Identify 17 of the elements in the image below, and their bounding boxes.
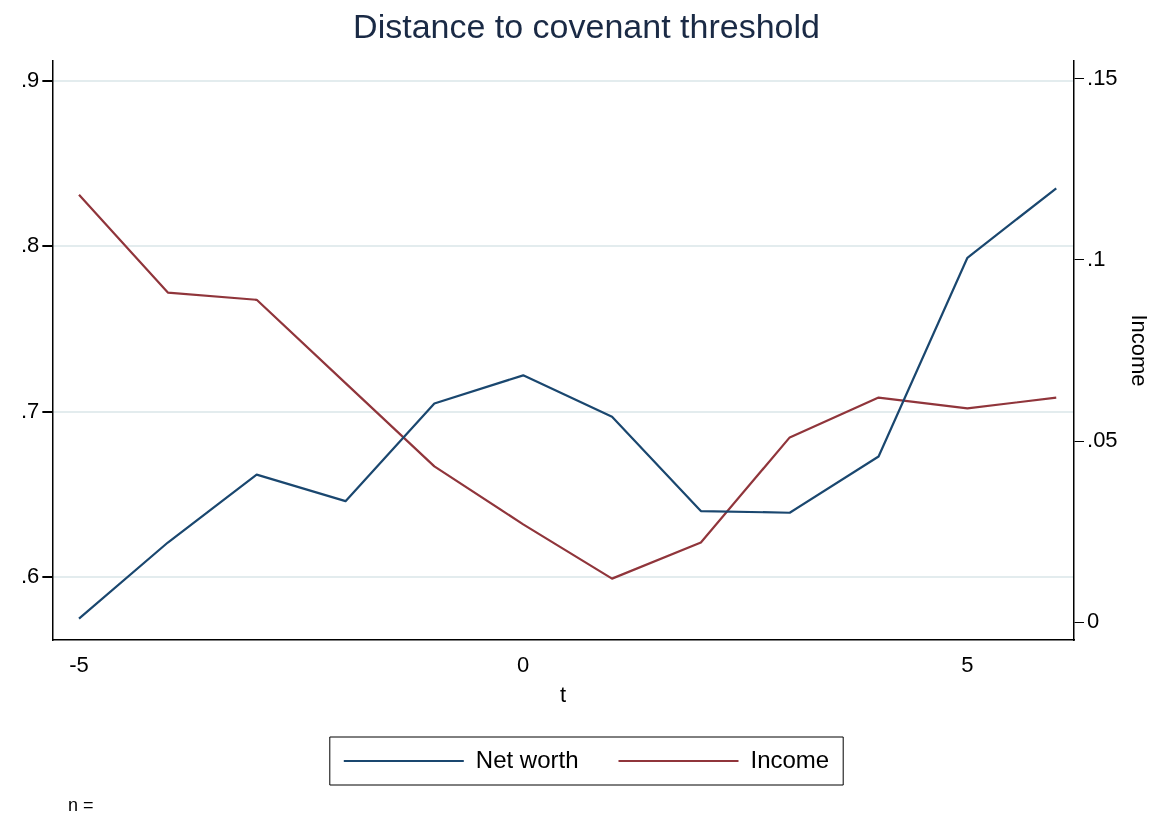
y-tick-label: .9	[20, 66, 40, 92]
x-axis-title: t	[560, 681, 567, 707]
legend-label: Net worth	[475, 745, 579, 773]
y2-axis-title: Income	[1126, 314, 1152, 387]
text: n =	[68, 794, 94, 815]
x-tick-label: -5	[69, 652, 89, 678]
y-tick-label: .6	[20, 563, 40, 589]
y2-tick-label: 0	[1087, 608, 1100, 634]
y2-tick-label: .1	[1087, 246, 1106, 272]
y-tick-label: .8	[20, 232, 40, 258]
x-tick-label: 5	[961, 652, 974, 678]
y-tick-label: .7	[20, 397, 40, 423]
x-tick-label: 0	[517, 652, 530, 678]
chart-title: Distance to covenant threshold	[353, 6, 820, 45]
y2-tick-label: .05	[1087, 427, 1118, 453]
y2-tick-label: .15	[1087, 64, 1118, 90]
legend-label: Income	[750, 745, 830, 773]
